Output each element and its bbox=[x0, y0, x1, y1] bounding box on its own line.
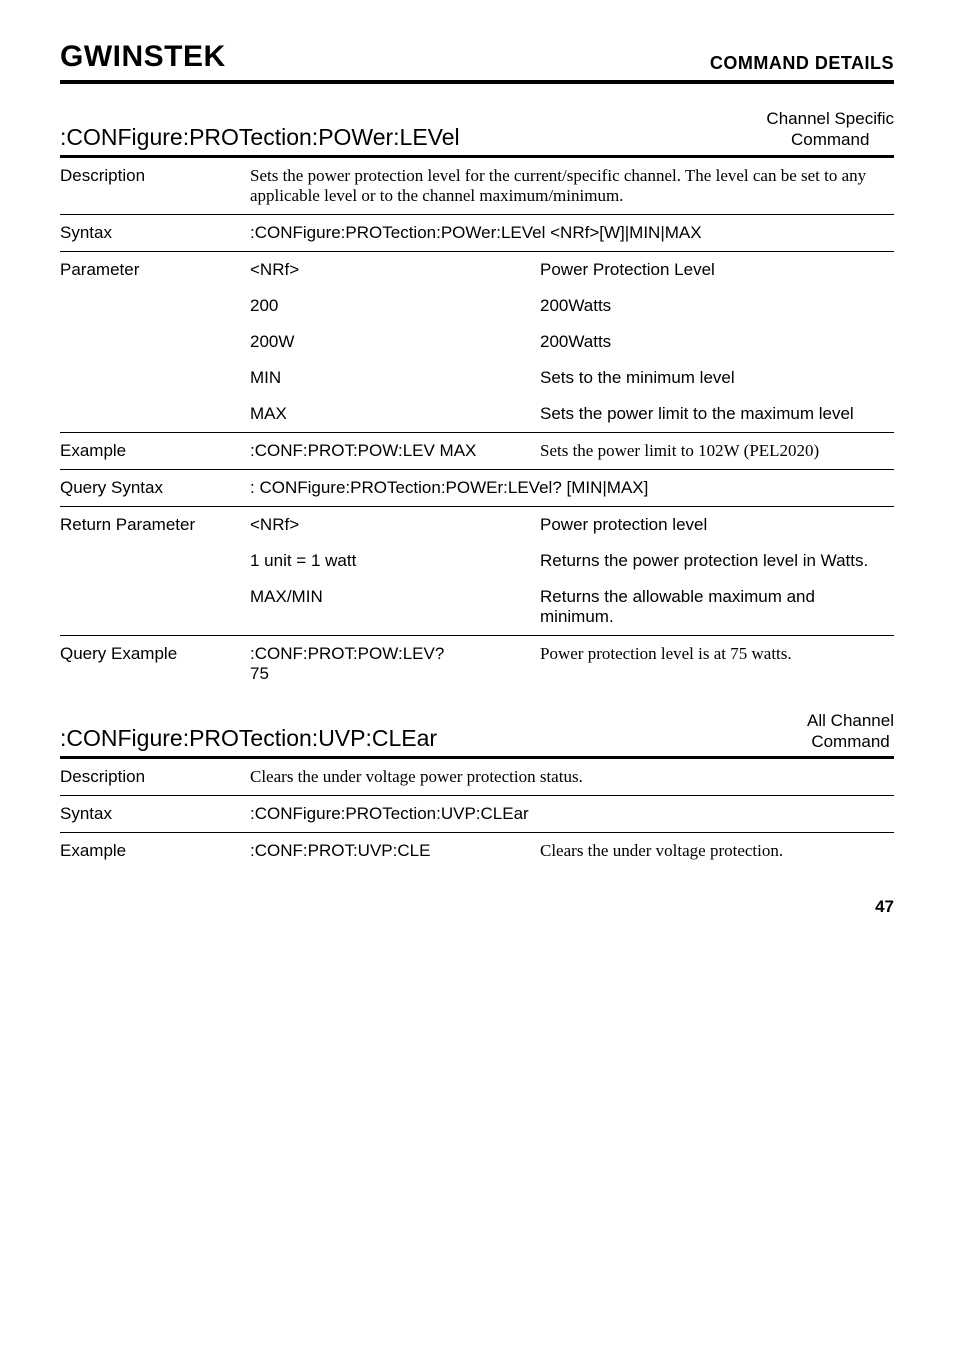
param-val: 200Watts bbox=[540, 288, 894, 324]
param-key: <NRf> bbox=[250, 251, 540, 288]
param-key: 200W bbox=[250, 324, 540, 360]
row-label: Return Parameter bbox=[60, 506, 250, 635]
cmd2-badge-line2: Command bbox=[807, 731, 894, 752]
example-val: Sets the power limit to 102W (PEL2020) bbox=[540, 432, 894, 469]
row-label: Syntax bbox=[60, 214, 250, 251]
cmd2-badge-line1: All Channel bbox=[807, 710, 894, 731]
cmd2-badge: All Channel Command bbox=[807, 710, 894, 753]
cmd1-row-example: Example :CONF:PROT:POW:LEV MAX Sets the … bbox=[60, 432, 894, 469]
example-key: :CONF:PROT:POW:LEV MAX bbox=[250, 432, 540, 469]
cmd1-row-query-syntax: Query Syntax : CONFigure:PROTection:POWE… bbox=[60, 469, 894, 506]
row-label: Parameter bbox=[60, 251, 250, 432]
row-label: Description bbox=[60, 759, 250, 796]
cmd1-row-syntax: Syntax :CONFigure:PROTection:POWer:LEVel… bbox=[60, 214, 894, 251]
param-key: <NRf> bbox=[250, 506, 540, 543]
cmd1-row-return-parameter: Return Parameter <NRf> Power protection … bbox=[60, 506, 894, 543]
row-label: Query Syntax bbox=[60, 469, 250, 506]
page-header: GWINSTEK COMMAND DETAILS bbox=[60, 40, 894, 84]
cmd1-name: :CONFigure:PROTection:POWer:LEVel bbox=[60, 124, 460, 151]
query-example-key-line2: 75 bbox=[250, 664, 534, 684]
cmd2-name: :CONFigure:PROTection:UVP:CLEar bbox=[60, 725, 437, 752]
param-val: Sets the power limit to the maximum leve… bbox=[540, 396, 894, 433]
cmd1-row-parameter: Parameter <NRf> Power Protection Level bbox=[60, 251, 894, 288]
cmd1-badge-line2: Command bbox=[766, 129, 894, 150]
row-value: :CONFigure:PROTection:UVP:CLEar bbox=[250, 796, 894, 833]
query-example-key-line1: :CONF:PROT:POW:LEV? bbox=[250, 644, 534, 664]
param-val: Power protection level bbox=[540, 506, 894, 543]
cmd2-row-description: Description Clears the under voltage pow… bbox=[60, 759, 894, 796]
page-number: 47 bbox=[60, 897, 894, 917]
row-label: Query Example bbox=[60, 635, 250, 692]
param-key: MIN bbox=[250, 360, 540, 396]
header-title: COMMAND DETAILS bbox=[710, 53, 894, 74]
param-key: 1 unit = 1 watt bbox=[250, 543, 540, 579]
param-val: Sets to the minimum level bbox=[540, 360, 894, 396]
param-val: Returns the power protection level in Wa… bbox=[540, 543, 894, 579]
cmd1-badge-line1: Channel Specific bbox=[766, 108, 894, 129]
param-val: Returns the allowable maximum and minimu… bbox=[540, 579, 894, 636]
cmd2-row-syntax: Syntax :CONFigure:PROTection:UVP:CLEar bbox=[60, 796, 894, 833]
row-label: Example bbox=[60, 432, 250, 469]
example-val: Clears the under voltage protection. bbox=[540, 833, 894, 870]
cmd1-row-query-example: Query Example :CONF:PROT:POW:LEV? 75 Pow… bbox=[60, 635, 894, 692]
logo: GWINSTEK bbox=[60, 40, 226, 74]
param-key: MAX/MIN bbox=[250, 579, 540, 636]
cmd1-badge: Channel Specific Command bbox=[766, 108, 894, 151]
row-value: : CONFigure:PROTection:POWEr:LEVel? [MIN… bbox=[250, 469, 894, 506]
row-label: Description bbox=[60, 158, 250, 215]
cmd2-table: Description Clears the under voltage pow… bbox=[60, 759, 894, 869]
row-label: Example bbox=[60, 833, 250, 870]
cmd1-row-description: Description Sets the power protection le… bbox=[60, 158, 894, 215]
param-key: 200 bbox=[250, 288, 540, 324]
cmd1-table: Description Sets the power protection le… bbox=[60, 158, 894, 692]
cmd2-row-example: Example :CONF:PROT:UVP:CLE Clears the un… bbox=[60, 833, 894, 870]
query-example-val: Power protection level is at 75 watts. bbox=[540, 635, 894, 692]
row-value: Clears the under voltage power protectio… bbox=[250, 759, 894, 796]
cmd1-header: :CONFigure:PROTection:POWer:LEVel Channe… bbox=[60, 108, 894, 158]
param-key: MAX bbox=[250, 396, 540, 433]
logo-text: GWINSTEK bbox=[60, 40, 226, 74]
param-val: 200Watts bbox=[540, 324, 894, 360]
row-value: :CONFigure:PROTection:POWer:LEVel <NRf>[… bbox=[250, 214, 894, 251]
query-example-key: :CONF:PROT:POW:LEV? 75 bbox=[250, 635, 540, 692]
example-key: :CONF:PROT:UVP:CLE bbox=[250, 833, 540, 870]
row-label: Syntax bbox=[60, 796, 250, 833]
cmd2-header: :CONFigure:PROTection:UVP:CLEar All Chan… bbox=[60, 710, 894, 760]
param-val: Power Protection Level bbox=[540, 251, 894, 288]
row-value: Sets the power protection level for the … bbox=[250, 158, 894, 215]
